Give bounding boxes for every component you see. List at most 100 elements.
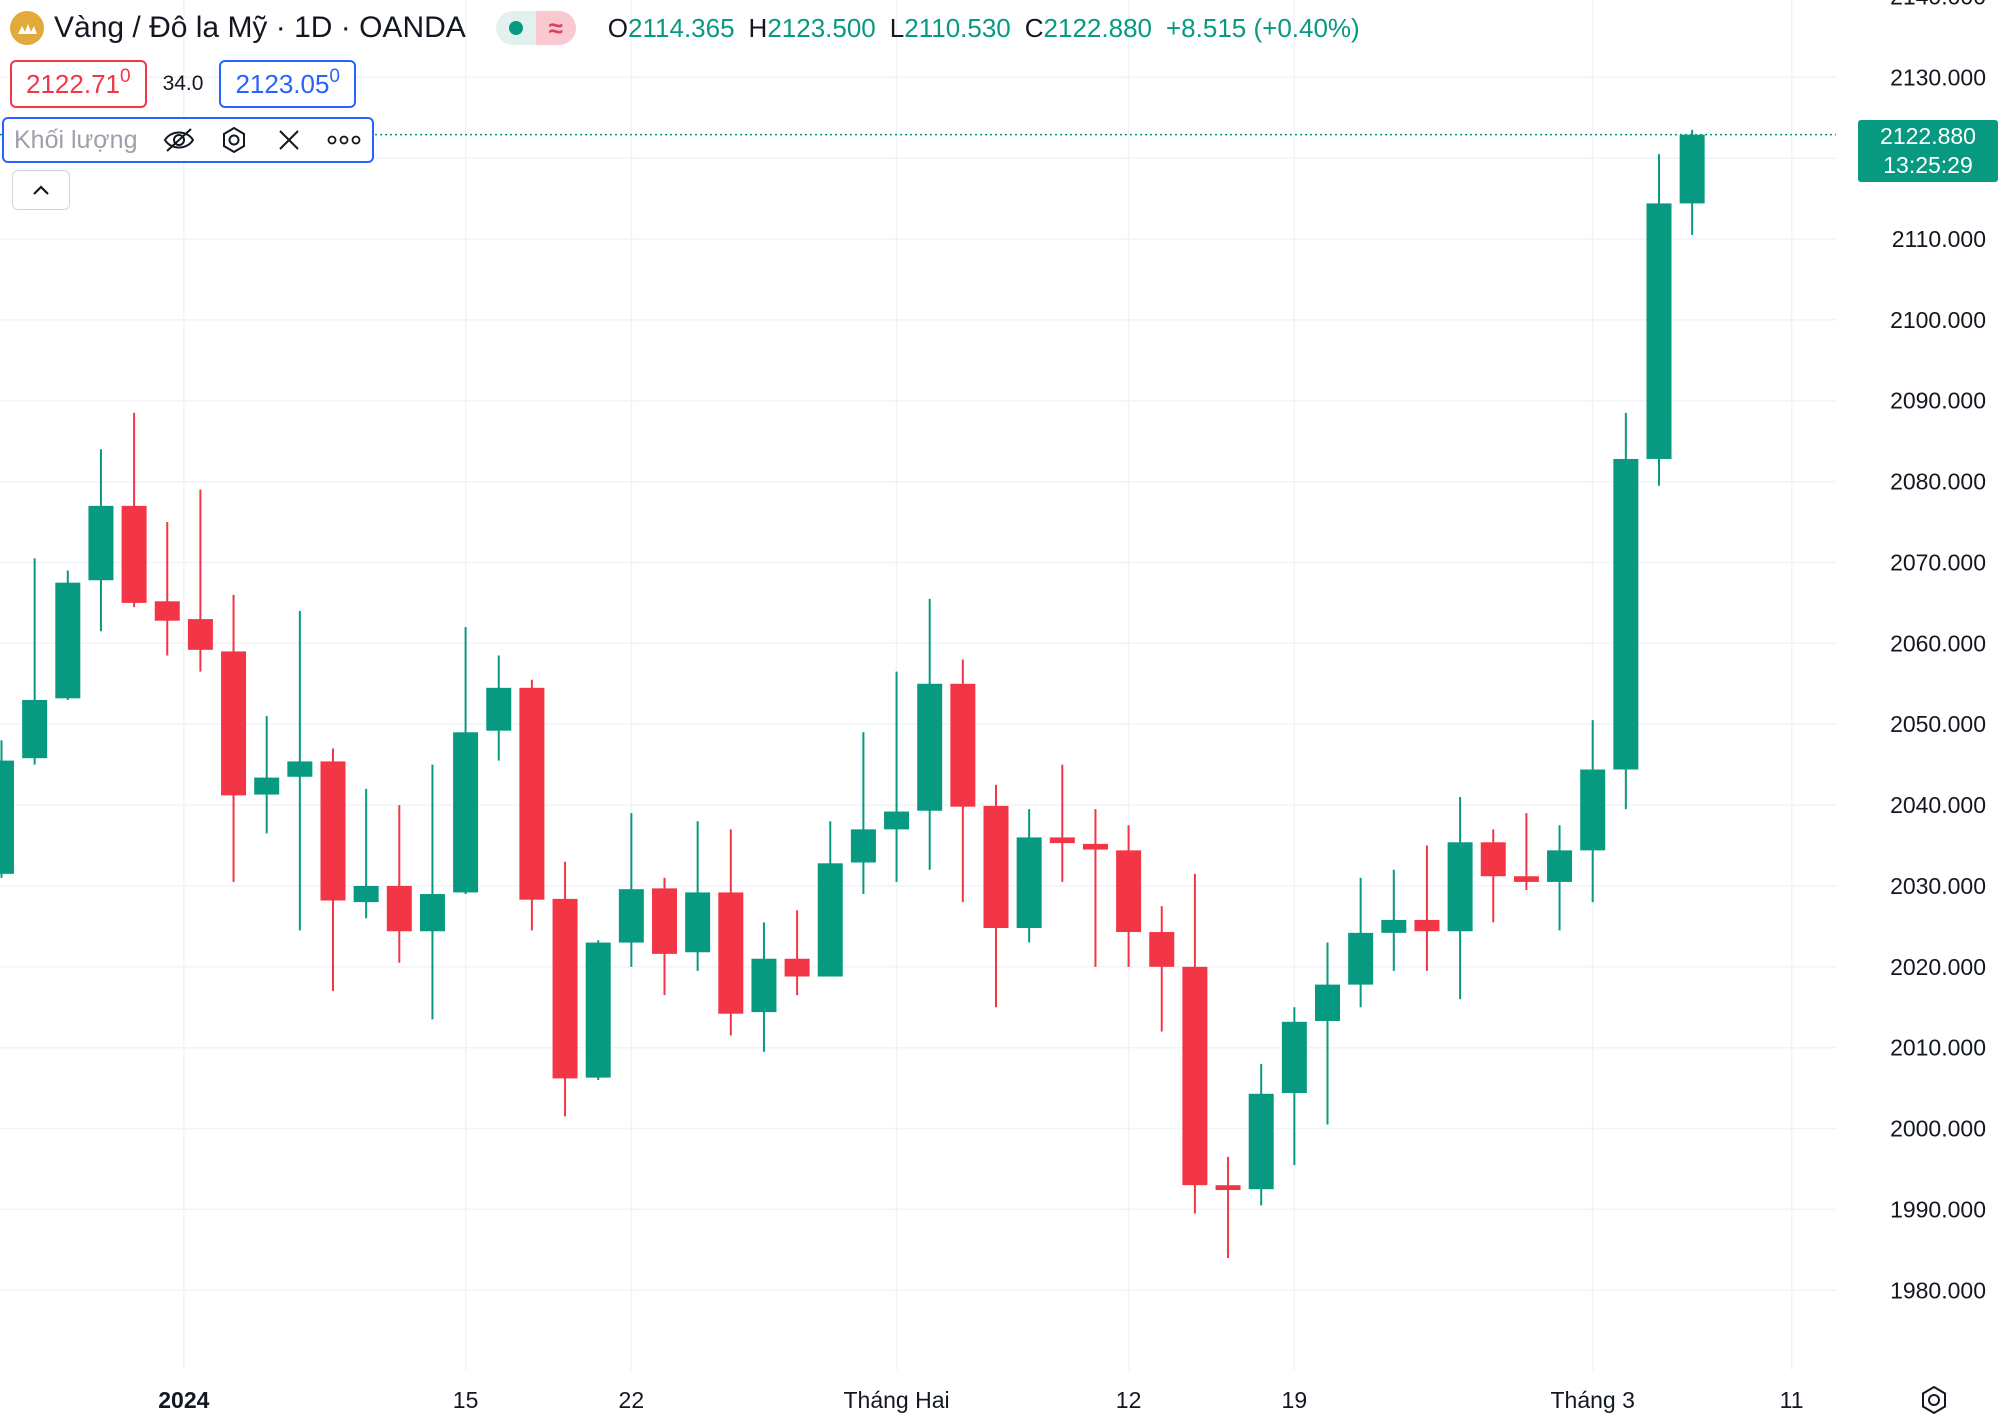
candle-up	[685, 821, 711, 971]
candle-body	[287, 761, 313, 777]
symbol-title[interactable]: Vàng / Đô la Mỹ · 1D · OANDA	[54, 11, 466, 44]
candle-body	[1049, 837, 1075, 844]
chart-legend: Vàng / Đô la Mỹ · 1D · OANDA ≈ O2114.365…	[10, 6, 1360, 50]
candle-body	[353, 885, 379, 903]
time-axis: 2024 15 22 Tháng Hai 12 19 Tháng 3 11	[158, 1387, 1803, 1413]
candle-body	[1679, 134, 1705, 204]
candle-up	[917, 598, 943, 870]
candle-up	[419, 764, 445, 1020]
candle-body	[884, 811, 910, 830]
buy-price: 2123.05	[235, 68, 330, 99]
time-tick-label: 11	[1780, 1387, 1804, 1413]
candle-body	[983, 805, 1009, 929]
ohlc-close: C2122.880	[1024, 12, 1152, 43]
candle-up	[453, 627, 479, 895]
candle-down	[519, 679, 545, 931]
volume-indicator-bar[interactable]: Khối lượng	[2, 117, 374, 163]
candle-down	[320, 748, 346, 992]
buy-button[interactable]: 2123.05 0	[219, 60, 356, 108]
price-tick-label: 2020.000	[1890, 954, 1986, 980]
candle-body	[386, 885, 412, 932]
candle-down	[784, 910, 810, 996]
candle-body	[1613, 458, 1639, 770]
volume-indicator-label: Khối lượng	[14, 125, 138, 154]
price-tick-label: 1990.000	[1890, 1196, 1986, 1222]
candle-up	[1348, 877, 1374, 1008]
candle-body	[1447, 842, 1473, 932]
time-tick-label: 19	[1282, 1387, 1308, 1413]
candle-body	[1580, 769, 1606, 851]
wave-icon: ≈	[535, 11, 576, 45]
candle-body	[419, 894, 445, 932]
candle-body	[0, 760, 14, 874]
candle-down	[187, 489, 213, 672]
candle-body	[22, 699, 48, 759]
price-tick-label: 1980.000	[1890, 1277, 1986, 1303]
more-icon[interactable]	[317, 119, 372, 161]
candle-down	[950, 659, 976, 903]
price-tick-label: 2030.000	[1890, 873, 1986, 899]
ohlc-values: O2114.365 H2123.500 L2110.530 C2122.880 …	[608, 13, 1360, 44]
candle-body	[950, 683, 976, 807]
bar-countdown: 13:25:29	[1883, 151, 1973, 178]
candle-up	[1580, 720, 1606, 903]
candle-body	[1248, 1093, 1274, 1190]
chart-settings-icon[interactable]	[1914, 1380, 1954, 1420]
symbol-logo-icon[interactable]	[10, 11, 44, 45]
candle-body	[1480, 842, 1506, 877]
candle-down	[983, 784, 1009, 1008]
price-tick-label: 2050.000	[1890, 711, 1986, 737]
candle-down	[1215, 1156, 1241, 1258]
candle-down	[552, 861, 578, 1117]
settings-icon[interactable]	[207, 119, 262, 161]
sell-button[interactable]: 2122.71 0	[10, 60, 147, 108]
candle-up	[1381, 869, 1407, 971]
time-tick-label: 15	[453, 1387, 479, 1413]
candle-up	[817, 821, 843, 977]
time-tick-label: Tháng Hai	[843, 1387, 949, 1413]
candle-body	[254, 777, 280, 795]
sell-price-sup: 0	[119, 66, 131, 87]
candle-body	[1281, 1021, 1307, 1093]
candle-up	[353, 788, 379, 919]
candle-down	[1182, 873, 1208, 1214]
candle-down	[386, 805, 412, 963]
candles	[0, 129, 1705, 1258]
candle-body	[718, 892, 744, 1014]
candle-up	[1281, 1007, 1307, 1165]
candle-body	[585, 942, 611, 1078]
ohlc-open: O2114.365	[607, 12, 735, 43]
market-status-pill[interactable]: ≈	[495, 11, 576, 45]
candle-up	[1315, 942, 1340, 1125]
candle-body	[817, 863, 843, 977]
ohlc-low: L2110.530	[889, 12, 1011, 43]
close-icon[interactable]	[262, 119, 317, 161]
candle-down	[1513, 813, 1539, 890]
candle-up	[1547, 825, 1573, 931]
candle-body	[1381, 919, 1407, 933]
candle-up	[287, 610, 313, 931]
candle-up	[0, 740, 14, 878]
candle-body	[1016, 837, 1042, 929]
candle-body	[187, 619, 213, 650]
candle-up	[585, 940, 611, 1081]
candle-up	[850, 732, 876, 895]
candle-body	[453, 732, 479, 893]
candle-down	[154, 522, 180, 656]
candle-up	[1447, 796, 1473, 1000]
time-tick-label: 2024	[158, 1387, 209, 1413]
candle-down	[1480, 829, 1506, 923]
candle-body	[685, 892, 711, 953]
candle-body	[486, 687, 512, 731]
eye-off-icon[interactable]	[152, 119, 207, 161]
candle-body	[751, 958, 777, 1013]
last-price-label: 2122.880 13:25:29	[1858, 119, 1998, 182]
buy-price-sup: 0	[329, 66, 340, 87]
candle-up	[254, 716, 280, 834]
candle-body	[320, 761, 346, 901]
candle-up	[88, 449, 114, 632]
last-price-value: 2122.880	[1880, 122, 1976, 149]
collapse-legend-button[interactable]	[12, 170, 70, 210]
candle-down	[1049, 764, 1075, 882]
